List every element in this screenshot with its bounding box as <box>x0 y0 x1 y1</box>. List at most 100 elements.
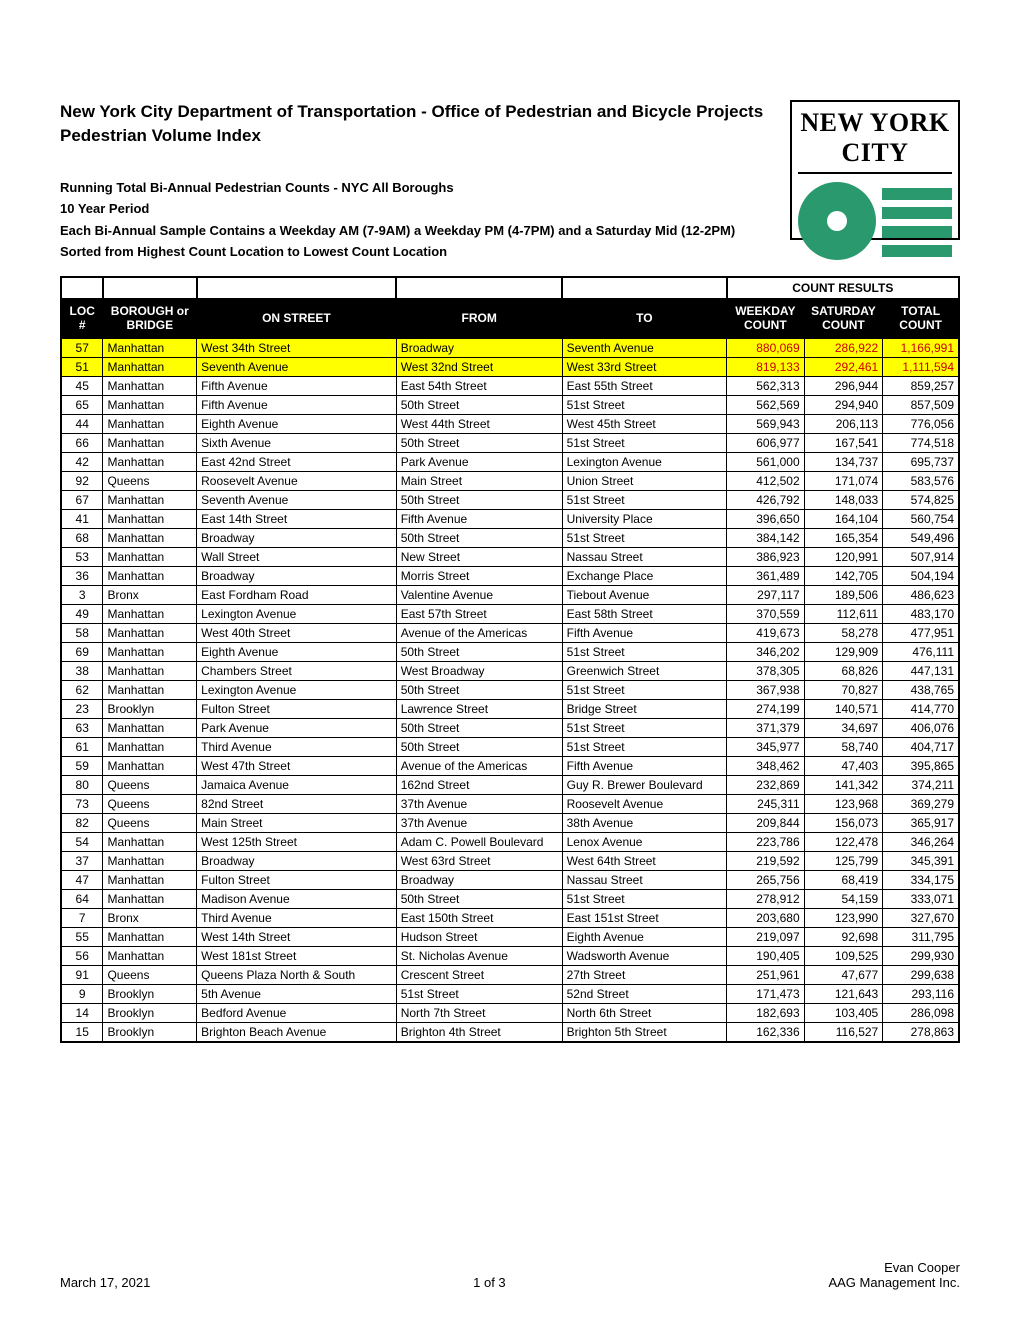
cell-on: West 40th Street <box>197 623 397 642</box>
table-row: 54ManhattanWest 125th StreetAdam C. Powe… <box>61 832 959 851</box>
cell-to: 51st Street <box>562 490 726 509</box>
cell-borough: Queens <box>103 471 197 490</box>
cell-wk: 219,097 <box>727 927 805 946</box>
cell-to: North 6th Street <box>562 1003 726 1022</box>
col-saturday: SATURDAY COUNT <box>804 298 883 339</box>
logo-bars-icon <box>882 182 952 262</box>
cell-on: Broadway <box>197 566 397 585</box>
cell-wk: 346,202 <box>727 642 805 661</box>
cell-from: St. Nicholas Avenue <box>396 946 562 965</box>
cell-sat: 142,705 <box>804 566 883 585</box>
table-row: 53ManhattanWall StreetNew StreetNassau S… <box>61 547 959 566</box>
cell-on: East 42nd Street <box>197 452 397 471</box>
cell-borough: Bronx <box>103 585 197 604</box>
cell-tot: 774,518 <box>883 433 959 452</box>
cell-loc: 63 <box>61 718 103 737</box>
table-row: 15BrooklynBrighton Beach AvenueBrighton … <box>61 1022 959 1042</box>
col-borough: BOROUGH or BRIDGE <box>103 298 197 339</box>
cell-to: 51st Street <box>562 433 726 452</box>
cell-to: Brighton 5th Street <box>562 1022 726 1042</box>
nyc-dot-logo: NEW YORK CITY <box>790 100 960 240</box>
cell-from: East 57th Street <box>396 604 562 623</box>
cell-tot: 311,795 <box>883 927 959 946</box>
cell-from: East 150th Street <box>396 908 562 927</box>
cell-sat: 34,697 <box>804 718 883 737</box>
cell-wk: 562,569 <box>727 395 805 414</box>
col-loc: LOC # <box>61 298 103 339</box>
cell-wk: 378,305 <box>727 661 805 680</box>
cell-sat: 206,113 <box>804 414 883 433</box>
cell-sat: 292,461 <box>804 357 883 376</box>
cell-tot: 695,737 <box>883 452 959 471</box>
cell-on: West 47th Street <box>197 756 397 775</box>
table-row: 47ManhattanFulton StreetBroadwayNassau S… <box>61 870 959 889</box>
cell-sat: 120,991 <box>804 547 883 566</box>
cell-from: Valentine Avenue <box>396 585 562 604</box>
cell-on: Lexington Avenue <box>197 604 397 623</box>
cell-loc: 41 <box>61 509 103 528</box>
cell-borough: Manhattan <box>103 870 197 889</box>
table-row: 92QueensRoosevelt AvenueMain StreetUnion… <box>61 471 959 490</box>
cell-loc: 59 <box>61 756 103 775</box>
cell-to: West 64th Street <box>562 851 726 870</box>
cell-wk: 880,069 <box>727 338 805 357</box>
cell-to: Greenwich Street <box>562 661 726 680</box>
cell-tot: 406,076 <box>883 718 959 737</box>
cell-on: Jamaica Avenue <box>197 775 397 794</box>
cell-loc: 80 <box>61 775 103 794</box>
cell-to: East 151st Street <box>562 908 726 927</box>
cell-tot: 346,264 <box>883 832 959 851</box>
cell-borough: Manhattan <box>103 509 197 528</box>
cell-loc: 51 <box>61 357 103 376</box>
table-row: 68ManhattanBroadway50th Street51st Stree… <box>61 528 959 547</box>
pedestrian-count-table: COUNT RESULTS LOC # BOROUGH or BRIDGE ON… <box>60 276 960 1043</box>
cell-wk: 265,756 <box>727 870 805 889</box>
table-row: 41ManhattanEast 14th StreetFifth AvenueU… <box>61 509 959 528</box>
cell-borough: Manhattan <box>103 718 197 737</box>
cell-from: 37th Avenue <box>396 794 562 813</box>
cell-sat: 116,527 <box>804 1022 883 1042</box>
cell-loc: 37 <box>61 851 103 870</box>
cell-to: University Place <box>562 509 726 528</box>
cell-wk: 384,142 <box>727 528 805 547</box>
cell-sat: 129,909 <box>804 642 883 661</box>
cell-from: East 54th Street <box>396 376 562 395</box>
cell-to: Nassau Street <box>562 547 726 566</box>
cell-borough: Brooklyn <box>103 984 197 1003</box>
cell-wk: 569,943 <box>727 414 805 433</box>
table-row: 69ManhattanEighth Avenue50th Street51st … <box>61 642 959 661</box>
footer-org: AAG Management Inc. <box>828 1275 960 1290</box>
cell-on: 5th Avenue <box>197 984 397 1003</box>
cell-borough: Manhattan <box>103 566 197 585</box>
cell-loc: 64 <box>61 889 103 908</box>
cell-tot: 549,496 <box>883 528 959 547</box>
cell-wk: 345,977 <box>727 737 805 756</box>
cell-wk: 562,313 <box>727 376 805 395</box>
cell-wk: 171,473 <box>727 984 805 1003</box>
cell-wk: 219,592 <box>727 851 805 870</box>
cell-from: 37th Avenue <box>396 813 562 832</box>
cell-to: Nassau Street <box>562 870 726 889</box>
cell-on: East Fordham Road <box>197 585 397 604</box>
cell-on: Chambers Street <box>197 661 397 680</box>
cell-sat: 125,799 <box>804 851 883 870</box>
cell-wk: 251,961 <box>727 965 805 984</box>
table-row: 42ManhattanEast 42nd StreetPark AvenueLe… <box>61 452 959 471</box>
cell-from: 50th Street <box>396 737 562 756</box>
cell-loc: 38 <box>61 661 103 680</box>
cell-tot: 560,754 <box>883 509 959 528</box>
cell-from: Brighton 4th Street <box>396 1022 562 1042</box>
cell-from: Crescent Street <box>396 965 562 984</box>
cell-borough: Manhattan <box>103 490 197 509</box>
cell-to: 38th Avenue <box>562 813 726 832</box>
cell-wk: 245,311 <box>727 794 805 813</box>
cell-to: 51st Street <box>562 737 726 756</box>
cell-wk: 371,379 <box>727 718 805 737</box>
cell-from: 50th Street <box>396 718 562 737</box>
cell-borough: Manhattan <box>103 832 197 851</box>
cell-on: 82nd Street <box>197 794 397 813</box>
col-total: TOTAL COUNT <box>883 298 959 339</box>
table-row: 37ManhattanBroadwayWest 63rd StreetWest … <box>61 851 959 870</box>
cell-sat: 171,074 <box>804 471 883 490</box>
cell-wk: 223,786 <box>727 832 805 851</box>
